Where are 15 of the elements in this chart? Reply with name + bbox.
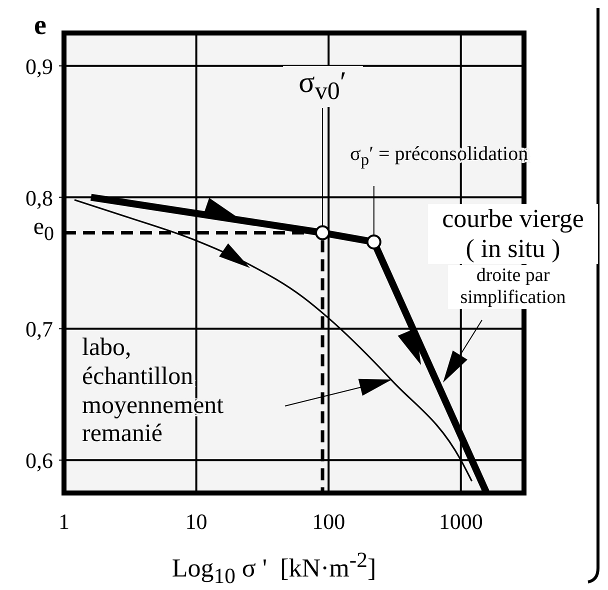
annotation: droite par simplification	[448, 265, 578, 309]
y-tick-label: 0,9	[26, 54, 53, 79]
y-tick-label: 0,6	[26, 448, 53, 474]
x-tick-label: 1	[58, 509, 70, 534]
annotation: courbe vierge	[428, 204, 598, 234]
x-tick-label: 1000	[438, 509, 483, 534]
x-tick-label: 10	[185, 509, 208, 534]
annotation: ( in situ )	[428, 234, 598, 264]
x-axis-title: Log$_{10}$ σ ' [kN·m$^{-2}$]	[170, 548, 378, 589]
annotation: e$_{0}$	[33, 214, 54, 245]
y-tick-label: 0,7	[26, 316, 53, 342]
annotation: σ$_{v0}$′	[282, 66, 363, 107]
y-tick-label: 0,8	[26, 185, 53, 210]
y-axis-title: e	[34, 10, 46, 42]
x-tick-label: 100	[312, 509, 346, 534]
